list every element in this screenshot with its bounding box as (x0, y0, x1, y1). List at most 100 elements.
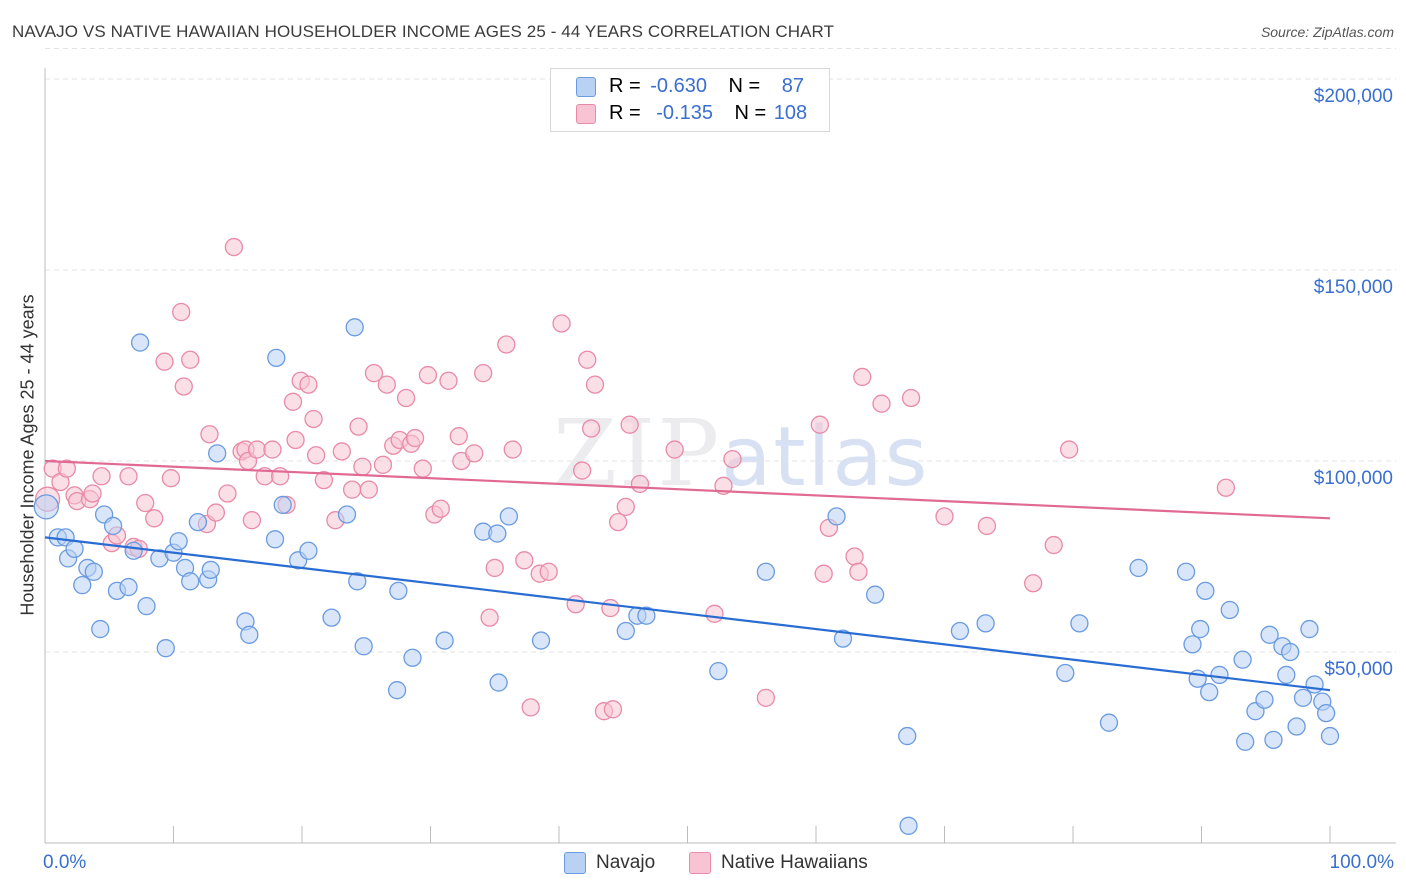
native-hawaiian-point (172, 302, 191, 322)
native-hawaiian-point (1024, 574, 1043, 593)
native-hawaiian-point (539, 562, 558, 581)
navajo-point (1129, 558, 1148, 578)
native-hawaiian-point (503, 440, 522, 459)
native-hawaiian-point (521, 698, 540, 717)
native-hawaiian-point (977, 516, 997, 536)
y-tick-label: $50,000 (1324, 659, 1393, 680)
native-hawaiian-point (247, 440, 267, 459)
navajo-point (1070, 614, 1089, 633)
legend-r-label: R = (609, 75, 641, 97)
navajo-point (1220, 600, 1239, 620)
navajo-point (1264, 730, 1283, 750)
navajo-point (188, 512, 208, 532)
legend-n-value: 87 (781, 75, 805, 97)
navajo-point (616, 621, 635, 641)
native-hawaiian-point (449, 427, 468, 446)
native-hawaiian-point (723, 449, 742, 469)
navajo-point (273, 495, 292, 515)
correlation-legend: R = -0.630 N = 87 R = -0.135 N = 108 (550, 68, 830, 132)
native-hawaiian-point (552, 314, 571, 333)
native-hawaiian-point (161, 469, 181, 488)
native-hawaiian-point (286, 430, 305, 450)
legend-r-value: -0.135 (656, 102, 713, 124)
native-hawaiian-point (810, 415, 830, 434)
native-hawaiian-point (601, 598, 620, 618)
navajo-point (208, 444, 227, 463)
navajo-point (637, 606, 656, 625)
native-hawaiian-point (418, 365, 438, 385)
navajo-point (103, 516, 123, 536)
native-hawaiian-point (136, 493, 155, 513)
native-hawaiian-point (620, 415, 639, 434)
native-hawaiian-point (396, 388, 416, 408)
native-hawaiian-point (83, 484, 102, 503)
native-hawaiian-point (845, 547, 864, 566)
axes (44, 68, 1396, 844)
navajo-point (1191, 619, 1210, 639)
native-hawaiian-point (465, 444, 484, 463)
navajo-point (709, 661, 728, 681)
native-hawaiian-point (497, 335, 516, 354)
navajo-point (489, 673, 508, 692)
native-hawaiian-point (304, 409, 323, 429)
y-axis-label: Householder Income Ages 25 - 44 years (17, 294, 38, 616)
legend-n-value: 108 (773, 102, 808, 124)
native-hawaiian-point (872, 394, 891, 413)
navajo-point (756, 562, 776, 581)
native-hawaiian-point (705, 604, 724, 623)
native-hawaiian-point (585, 375, 605, 394)
native-hawaiian-point (1044, 535, 1063, 555)
legend-n-label: N = (734, 102, 767, 124)
navajo-point (531, 631, 551, 650)
navajo-point (240, 625, 259, 644)
native-hawaiian-point (756, 688, 776, 707)
native-hawaiian-point (853, 367, 872, 387)
native-hawaiian-point (181, 350, 200, 369)
navajo-point (1099, 713, 1119, 732)
navajo-point (1236, 732, 1255, 751)
series-native-hawaiians (34, 237, 1236, 721)
bottom-legend-label-navajo: Navajo (596, 852, 656, 873)
navajo-point (322, 608, 341, 627)
legend-row-navajo: R = -0.630 N = 87 (609, 75, 804, 98)
legend-n-label: N = (728, 75, 761, 97)
navajo-point (1287, 717, 1306, 736)
native-hawaiian-point (413, 459, 432, 478)
navajo-point (201, 560, 220, 580)
navajo-point (1176, 562, 1196, 581)
navajo-point (488, 524, 507, 543)
bottom-legend-navajo: Navajo (564, 852, 655, 874)
navajo-point (73, 576, 92, 595)
native-hawaiian-point (405, 428, 425, 448)
navajo-point (91, 619, 110, 639)
native-hawaiian-point (155, 352, 174, 371)
navajo-point (899, 816, 918, 835)
native-hawaiian-point (515, 551, 534, 570)
navajo-point (137, 597, 156, 616)
legend-swatch-navajo (576, 77, 596, 97)
native-hawaiian-point (616, 497, 635, 516)
native-hawaiian-point (566, 595, 585, 614)
x-tick-label: 0.0% (43, 852, 87, 873)
native-hawaiian-point (1059, 440, 1079, 459)
navajo-point (1196, 581, 1215, 601)
native-hawaiian-point (485, 558, 504, 578)
navajo-point (1305, 675, 1324, 694)
navajo-trend-line (44, 536, 1331, 692)
navajo-point (267, 348, 286, 368)
native-hawaiian-point (174, 377, 193, 396)
y-tick-label: $200,000 (1313, 86, 1393, 107)
legend-row-native-hawaiians: R = -0.135 N = 108 (609, 102, 807, 125)
native-hawaiian-point (480, 608, 499, 627)
native-hawaiian-point (283, 392, 303, 411)
navajo-point (156, 639, 175, 658)
navajo-point (1200, 682, 1219, 702)
chart-source: Source: ZipAtlas.com (1260, 24, 1394, 40)
navajo-point (1183, 635, 1202, 654)
native-hawaiian-point (359, 480, 378, 499)
native-hawaiian-point (224, 237, 244, 257)
navajo-point (1316, 703, 1336, 723)
native-hawaiian-point (1216, 478, 1236, 497)
navajo-point (389, 581, 408, 601)
native-hawaiian-point (92, 467, 111, 486)
